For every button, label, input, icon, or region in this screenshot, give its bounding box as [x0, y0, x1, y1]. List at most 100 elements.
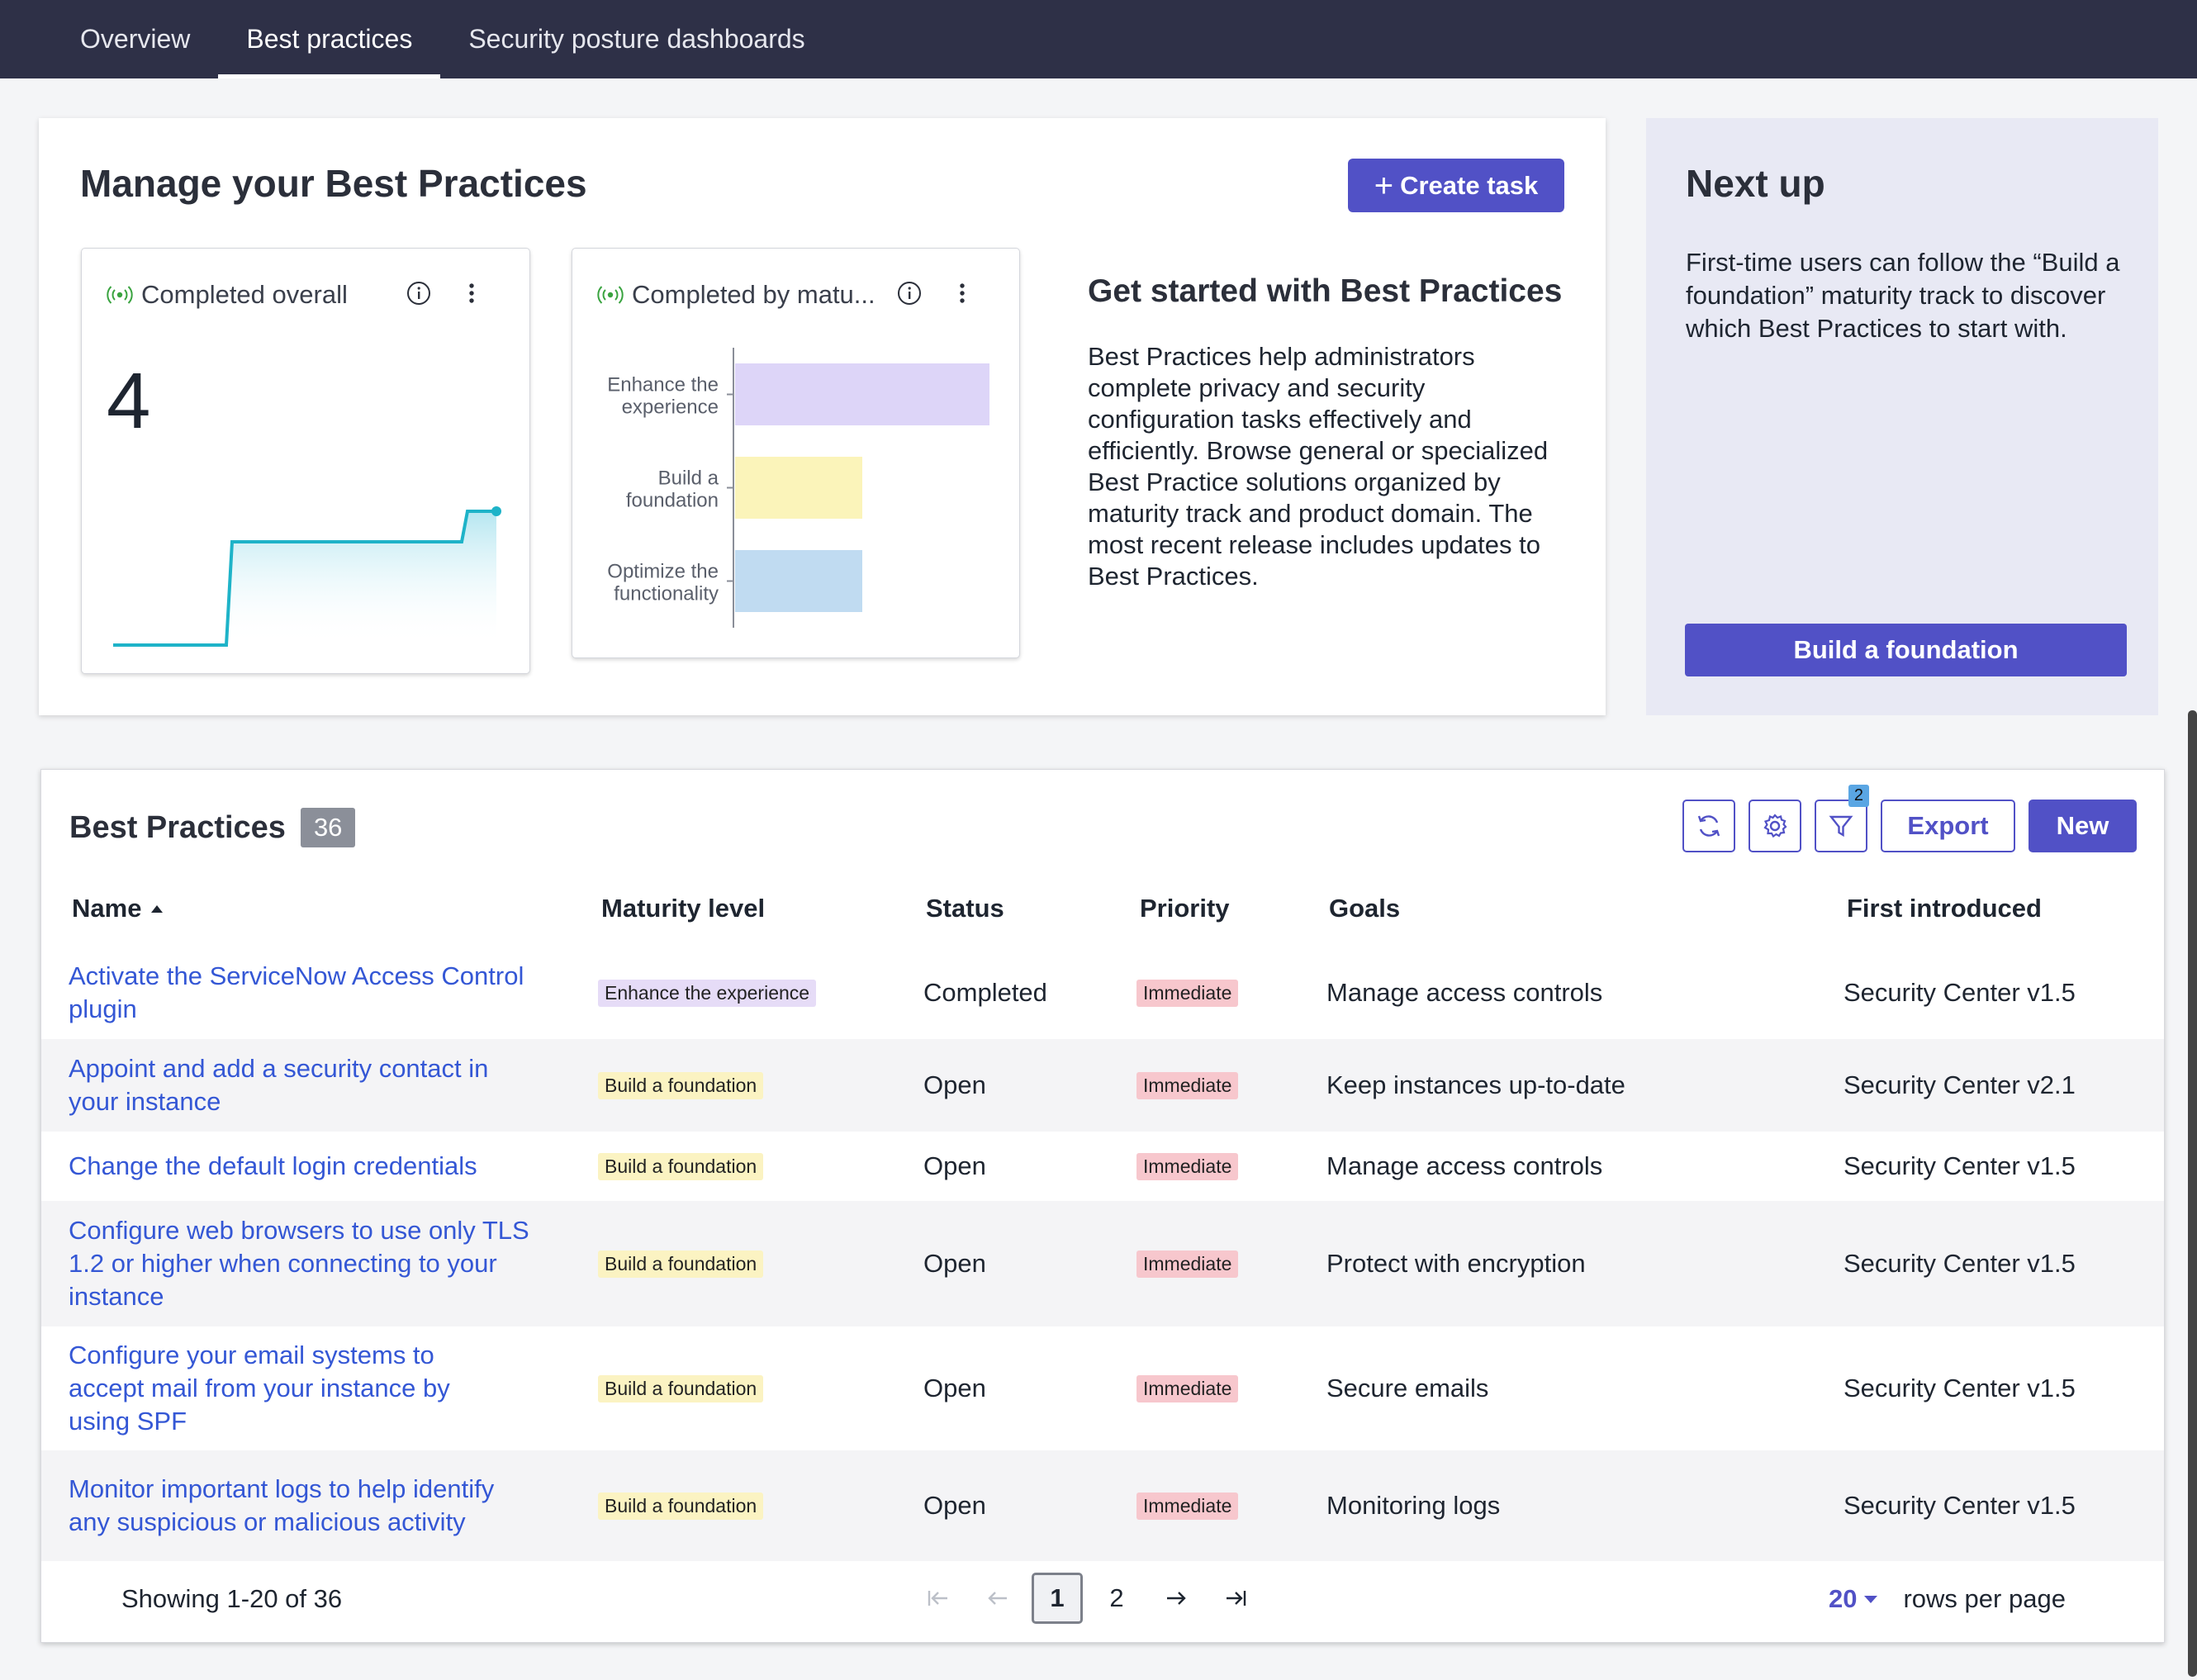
table-footer: Showing 1-20 of 36 1 2 [41, 1561, 2164, 1642]
maturity-pill: Build a foundation [598, 1152, 764, 1180]
goals-cell: Secure emails [1326, 1374, 1489, 1402]
maturity-bar[interactable] [735, 457, 862, 519]
pagination: 1 2 [909, 1573, 1265, 1624]
last-page-icon [1227, 1591, 1246, 1606]
sparkline-chart [113, 506, 501, 647]
practice-link[interactable]: Configure web browsers to use only TLS 1… [69, 1216, 529, 1311]
tab-security-posture-dashboards[interactable]: Security posture dashboards [468, 24, 805, 54]
practice-link[interactable]: Activate the ServiceNow Access Control p… [69, 961, 524, 1023]
column-label: Name [72, 894, 142, 923]
get-started-section: Get started with Best Practices Best Pra… [1088, 273, 1563, 592]
goals-cell: Manage access controls [1326, 1151, 1603, 1180]
status-cell: Open [923, 1151, 986, 1180]
best-practices-list: Best Practices 36 2 Export New Name Matu… [40, 769, 2165, 1643]
rows-per-page-select[interactable]: 20 [1829, 1584, 1878, 1614]
practice-link[interactable]: Change the default login credentials [69, 1151, 477, 1180]
column-label: Priority [1140, 894, 1230, 923]
maturity-pill: Build a foundation [598, 1492, 764, 1520]
practice-link[interactable]: Monitor important logs to help identify … [69, 1474, 495, 1536]
next-page-icon [1167, 1592, 1186, 1605]
introduced-cell: Security Center v1.5 [1843, 978, 2076, 1007]
priority-pill: Immediate [1136, 1374, 1239, 1402]
priority-pill: Immediate [1136, 979, 1239, 1007]
practice-link[interactable]: Configure your email systems to accept m… [69, 1341, 450, 1436]
plus-icon: + [1374, 167, 1394, 204]
goals-cell: Monitoring logs [1326, 1491, 1501, 1520]
caret-down-icon [1864, 1596, 1878, 1603]
prev-page-button[interactable] [968, 1573, 1027, 1624]
next-up-panel: Next up First-time users can follow the … [1646, 118, 2158, 715]
prev-page-icon [988, 1592, 1007, 1605]
info-icon[interactable] [406, 280, 432, 306]
settings-button[interactable] [1749, 800, 1801, 852]
more-vertical-icon[interactable] [949, 280, 975, 306]
widget-title: Completed overall [141, 280, 348, 309]
maturity-pill: Build a foundation [598, 1250, 764, 1278]
list-title: Best Practices [69, 809, 286, 845]
more-vertical-icon[interactable] [458, 280, 485, 306]
introduced-cell: Security Center v2.1 [1843, 1070, 2076, 1099]
status-cell: Open [923, 1070, 986, 1099]
column-label: First introduced [1847, 894, 2042, 923]
chart-category-label: Build a foundation [626, 467, 719, 512]
live-icon [107, 286, 133, 304]
column-header-maturity[interactable]: Maturity level [601, 894, 765, 923]
tab-best-practices[interactable]: Best practices [218, 0, 441, 78]
widget-title: Completed by matu... [632, 280, 875, 309]
table-row: Configure your email systems to accept m… [41, 1326, 2164, 1450]
chart-category-label: Enhance the experience [607, 374, 719, 419]
status-cell: Completed [923, 978, 1047, 1007]
introduced-cell: Security Center v1.5 [1843, 1491, 2076, 1520]
refresh-icon [1697, 815, 1720, 837]
create-task-button[interactable]: + Create task [1348, 159, 1564, 212]
introduced-cell: Security Center v1.5 [1843, 1151, 2076, 1180]
chart-category-label: Optimize the functionality [607, 561, 719, 605]
goals-cell: Keep instances up-to-date [1326, 1070, 1625, 1099]
column-header-name[interactable]: Name [72, 894, 164, 923]
goals-cell: Protect with encryption [1326, 1249, 1586, 1278]
last-page-button[interactable] [1206, 1573, 1265, 1624]
priority-pill: Immediate [1136, 1071, 1239, 1099]
maturity-pill: Build a foundation [598, 1374, 764, 1402]
introduced-cell: Security Center v1.5 [1843, 1249, 2076, 1278]
priority-pill: Immediate [1136, 1492, 1239, 1520]
new-button[interactable]: New [2029, 800, 2137, 852]
info-icon[interactable] [896, 280, 923, 306]
refresh-button[interactable] [1682, 800, 1735, 852]
export-button[interactable]: Export [1881, 800, 2015, 852]
column-label: Maturity level [601, 894, 766, 923]
first-page-button[interactable] [909, 1573, 968, 1624]
next-up-body: First-time users can follow the “Build a… [1686, 248, 2120, 343]
table-row: Configure web browsers to use only TLS 1… [41, 1201, 2164, 1326]
maturity-pill: Build a foundation [598, 1071, 764, 1099]
gear-icon [1763, 814, 1787, 838]
goals-cell: Manage access controls [1326, 978, 1603, 1007]
page-button-1[interactable]: 1 [1032, 1573, 1083, 1624]
maturity-bar[interactable] [735, 363, 989, 425]
rows-per-page-label: rows per page [1903, 1584, 2066, 1613]
table-row: Appoint and add a security contact in yo… [41, 1039, 2164, 1132]
get-started-title: Get started with Best Practices [1088, 273, 1563, 309]
column-header-status[interactable]: Status [926, 894, 1004, 923]
practice-link[interactable]: Appoint and add a security contact in yo… [69, 1054, 489, 1116]
maturity-bar[interactable] [735, 550, 862, 612]
scrollbar-thumb[interactable] [2188, 710, 2197, 1677]
next-page-button[interactable] [1146, 1573, 1206, 1624]
table-header: Name Maturity level Status Priority Goal… [41, 894, 2164, 935]
column-header-first-introduced[interactable]: First introduced [1847, 894, 2042, 923]
filter-button[interactable]: 2 [1815, 785, 1869, 852]
table-row: Monitor important logs to help identify … [41, 1450, 2164, 1561]
priority-pill: Immediate [1136, 1152, 1239, 1180]
status-cell: Open [923, 1374, 986, 1402]
get-started-body: Best Practices help administrators compl… [1088, 342, 1549, 591]
showing-text: Showing 1-20 of 36 [121, 1584, 343, 1613]
tab-overview[interactable]: Overview [80, 24, 191, 54]
column-header-goals[interactable]: Goals [1329, 894, 1400, 923]
column-label: Status [926, 894, 1004, 923]
build-a-foundation-button[interactable]: Build a foundation [1685, 624, 2127, 676]
page-button-2[interactable]: 2 [1109, 1583, 1124, 1612]
top-nav: Overview Best practices Security posture… [0, 0, 2197, 78]
column-header-priority[interactable]: Priority [1140, 894, 1230, 923]
first-page-icon [928, 1591, 947, 1606]
filter-icon [1829, 815, 1853, 838]
